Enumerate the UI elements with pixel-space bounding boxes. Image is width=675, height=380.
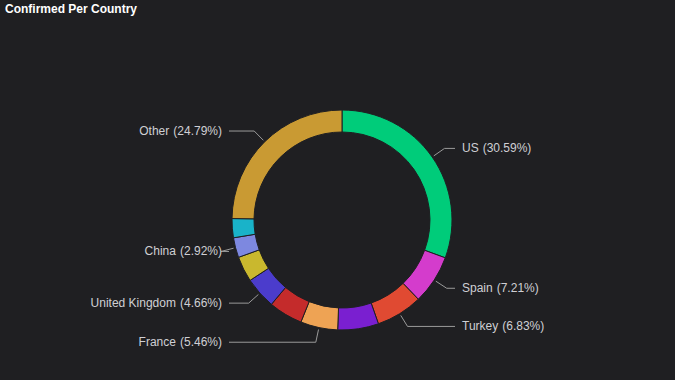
leader-line [221,248,234,251]
slice-label-name: China [145,244,177,258]
slice [371,283,418,323]
title: Confirmed Per Country [5,2,137,16]
slice [342,110,452,258]
leader-line [401,315,455,326]
slice-label-name: Turkey [462,319,498,333]
slice-label: Turkey (6.83%) [462,319,544,333]
labels: US (30.59%) Spain (7.21%) Turkey (6.83%) Franc… [91,124,545,349]
slice [232,110,342,219]
slice-label-name: US [462,141,479,155]
slice-label: Spain (7.21%) [462,281,539,295]
leader-line [436,281,455,288]
slice-label-name: France [139,335,177,349]
page: {"chart_data": {"type": "donut", "title"… [0,0,675,380]
slice [338,303,379,330]
slice-label-value: (2.92%) [180,244,222,258]
slice-label: US (30.59%) [462,141,531,155]
slice-label-value: (4.66%) [180,296,222,310]
slice-label: Other (24.79%) [139,124,222,138]
slice-label: France(5.46%) [139,335,222,349]
slice-label-name: United Kingdom [91,296,176,310]
leader-line [229,294,258,303]
background [0,0,675,380]
slice-label-value: (5.46%) [180,335,222,349]
slice [232,219,255,238]
leader-line [434,148,455,155]
leader-line [229,131,263,140]
slice-label-value: (7.21%) [497,281,539,295]
slice-label-value: (24.79%) [173,124,222,138]
leader-line [229,330,319,343]
slice-label-value: (6.83%) [502,319,544,333]
slice-label-value: (30.59%) [483,141,532,155]
slices [232,110,452,330]
slice-label: United Kingdom (4.66%) [91,296,222,310]
slice-label: China(2.92%) [145,244,222,258]
slice [233,234,259,257]
slice-label-name: Spain [462,281,493,295]
chart: Confirmed Per Country US (30.59%) Spain (7.2… [0,0,675,380]
slice-label-name: Other [139,124,169,138]
